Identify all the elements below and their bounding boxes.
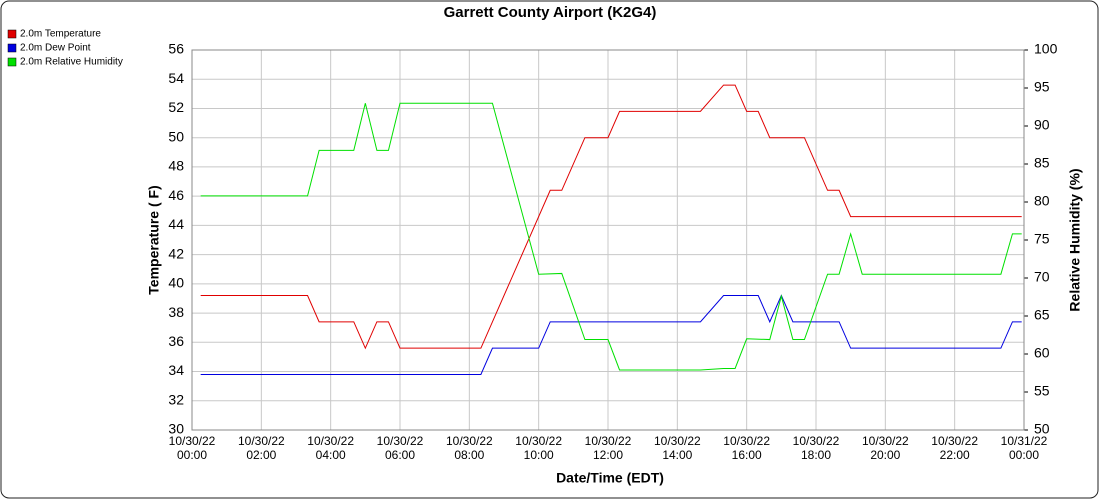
y-tick-label: 44 (168, 216, 184, 232)
y2-tick-label: 95 (1034, 79, 1050, 95)
y-tick-label: 30 (168, 421, 184, 437)
x-tick-label: 10/30/22 00:00 (169, 434, 216, 462)
line-series (200, 102, 1022, 371)
y2-tick-label: 70 (1034, 269, 1050, 285)
y2-tick-label: 85 (1034, 155, 1050, 171)
x-tick-label: 10/30/22 12:00 (585, 434, 632, 462)
y-tick-label: 36 (168, 333, 184, 349)
x-tick-label: 10/30/22 14:00 (654, 434, 701, 462)
x-tick-label: 10/30/22 04:00 (307, 434, 354, 462)
y-tick-label: 52 (168, 99, 184, 115)
x-tick-label: 10/30/22 20:00 (862, 434, 909, 462)
y2-tick-label: 100 (1034, 41, 1058, 57)
legend-label: 2.0m Dew Point (20, 43, 91, 54)
legend-label: 2.0m Temperature (20, 29, 101, 40)
x-tick-label: 10/30/22 22:00 (931, 434, 978, 462)
legend-swatch (7, 57, 17, 67)
x-tick-label: 10/30/22 08:00 (446, 434, 493, 462)
x-tick-label: 10/30/22 16:00 (723, 434, 770, 462)
y2-axis-label: Relative Humidity (%) (1067, 168, 1083, 311)
line-series (200, 84, 1022, 350)
x-tick-label: 10/30/22 18:00 (793, 434, 840, 462)
y-tick-label: 56 (168, 41, 184, 57)
y2-tick-label: 75 (1034, 231, 1050, 247)
x-tick-label: 10/30/22 06:00 (377, 434, 424, 462)
legend-swatch (7, 29, 17, 39)
x-tick-label: 10/30/22 02:00 (238, 434, 285, 462)
y2-tick-label: 60 (1034, 345, 1050, 361)
y-tick-label: 50 (168, 128, 184, 144)
y-tick-label: 40 (168, 275, 184, 291)
y-tick-label: 34 (168, 362, 184, 378)
y2-tick-label: 80 (1034, 193, 1050, 209)
y-tick-label: 38 (168, 304, 184, 320)
y-tick-label: 54 (168, 70, 184, 86)
plot-border (191, 49, 1025, 431)
x-tick-label: 10/31/22 00:00 (1001, 434, 1048, 462)
y-tick-label: 46 (168, 187, 184, 203)
y-tick-label: 32 (168, 391, 184, 407)
y-tick-label: 48 (168, 158, 184, 174)
chart-title: Garrett County Airport (K2G4) (444, 4, 657, 21)
y-tick-label: 42 (168, 245, 184, 261)
y2-tick-label: 55 (1034, 383, 1050, 399)
line-series (200, 294, 1022, 375)
y2-tick-label: 90 (1034, 117, 1050, 133)
y2-tick-label: 50 (1034, 421, 1050, 437)
y2-tick-label: 65 (1034, 307, 1050, 323)
legend-label: 2.0m Relative Humidity (20, 57, 123, 68)
legend-swatch (7, 43, 17, 53)
x-tick-label: 10/30/22 10:00 (515, 434, 562, 462)
x-axis-label: Date/Time (EDT) (556, 470, 664, 486)
y-axis-label: Temperature ( F) (146, 185, 162, 294)
